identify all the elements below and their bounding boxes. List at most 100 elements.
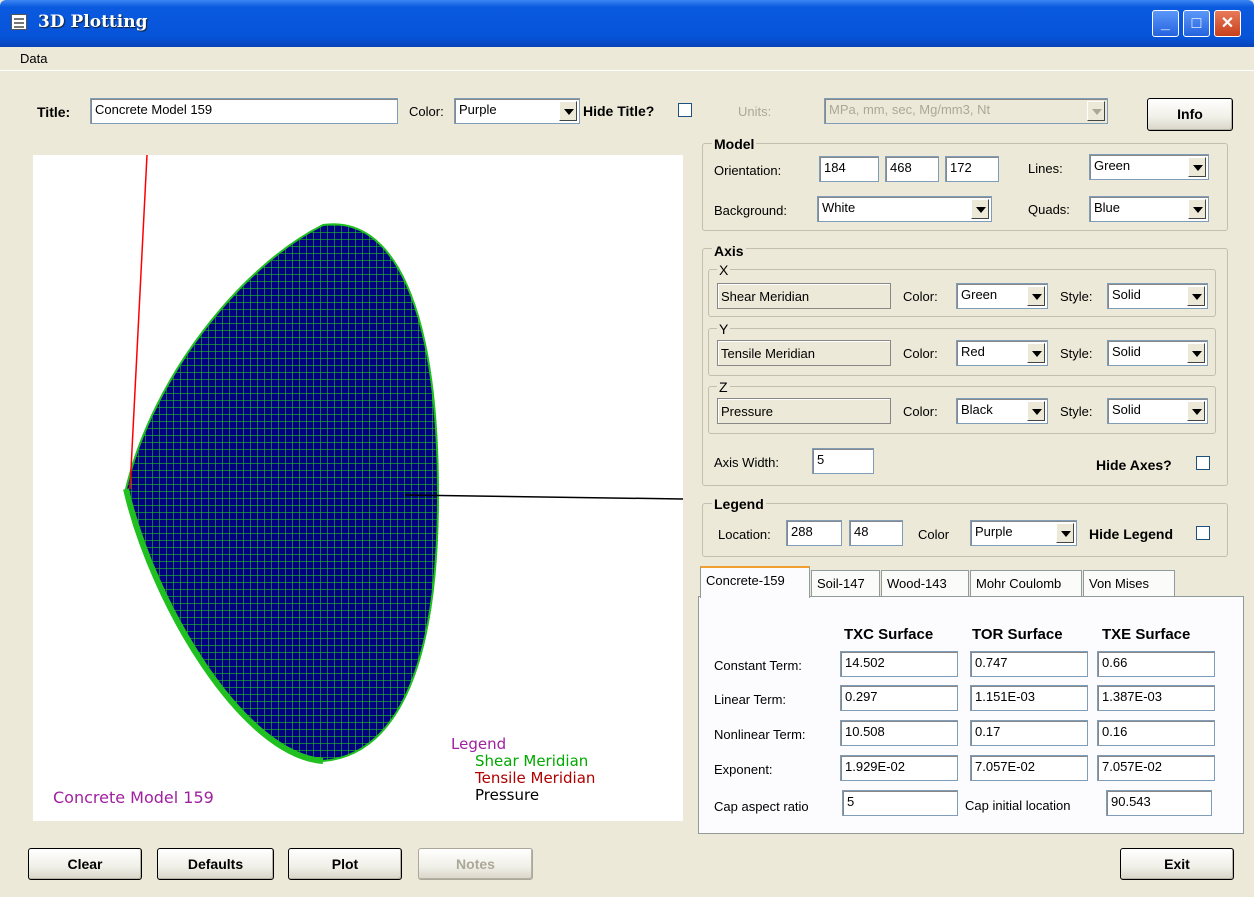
chevron-down-icon[interactable] [1187,401,1205,421]
hide-legend-checkbox[interactable] [1196,526,1210,540]
orientation-y-input[interactable]: 468 [885,156,939,182]
axis-x-name: Shear Meridian [717,283,891,309]
cap-aspect-label: Cap aspect ratio [714,799,809,814]
chevron-down-icon[interactable] [1027,343,1045,363]
chevron-down-icon[interactable] [1188,157,1206,177]
axis-width-input[interactable]: 5 [812,448,874,474]
app-icon[interactable] [11,14,27,30]
chevron-down-icon[interactable] [1027,401,1045,421]
axis-y-style-select[interactable]: Solid [1107,340,1208,366]
info-button[interactable]: Info [1147,98,1233,131]
axis-x-group [708,269,1216,317]
notes-button[interactable]: Notes [418,848,533,880]
linear-txc-input[interactable]: 0.297 [840,685,958,711]
linear-txe-input[interactable]: 1.387E-03 [1097,685,1215,711]
cap-aspect-input[interactable]: 5 [842,790,958,816]
row-label-nonlinear: Nonlinear Term: [714,727,806,742]
exponent-txc-input[interactable]: 1.929E-02 [840,755,958,781]
orientation-x-input[interactable]: 184 [819,156,879,182]
minimize-button[interactable]: _ [1152,10,1179,37]
chevron-down-icon[interactable] [1087,101,1105,121]
maximize-button[interactable]: □ [1183,10,1210,37]
chevron-down-icon[interactable] [1187,286,1205,306]
chevron-down-icon[interactable] [559,101,577,121]
hide-axes-checkbox[interactable] [1196,456,1210,470]
surface-left-edge [123,488,324,764]
close-button[interactable]: ✕ [1214,10,1241,37]
axis-x-style-select[interactable]: Solid [1107,283,1208,309]
exit-button[interactable]: Exit [1120,848,1234,880]
title-color-label: Color: [409,104,444,119]
axis-z-letter: Z [717,379,730,395]
header-txe-surface: TXE Surface [1102,626,1191,643]
background-value: White [822,200,856,215]
axis-x-color-select[interactable]: Green [956,283,1048,309]
hide-axes-label: Hide Axes? [1096,457,1172,473]
constant-tor-input[interactable]: 0.747 [970,651,1088,677]
row-label-linear: Linear Term: [714,692,787,707]
hide-title-checkbox[interactable] [678,103,692,117]
plot-title: Concrete Model 159 [53,788,214,807]
legend-color-value: Purple [975,524,1013,539]
chevron-down-icon[interactable] [1187,343,1205,363]
defaults-button[interactable]: Defaults [157,848,274,880]
axis-y-color-select[interactable]: Red [956,340,1048,366]
nonlinear-tor-input[interactable]: 0.17 [970,720,1088,746]
tab-von-mises[interactable]: Von Mises [1083,570,1175,598]
axis-y-name: Tensile Meridian [717,340,891,366]
plot-legend-header: Legend [451,735,507,753]
axis-y-style-value: Solid [1112,344,1141,359]
chevron-down-icon[interactable] [1056,523,1074,543]
cap-initial-input[interactable]: 90.543 [1106,790,1212,816]
axis-z-name: Pressure [717,398,891,424]
orientation-z-input[interactable]: 172 [945,156,999,182]
title-input[interactable]: Concrete Model 159 [90,98,398,124]
quads-select[interactable]: Blue [1089,196,1209,222]
exponent-tor-input[interactable]: 7.057E-02 [970,755,1088,781]
axis-z-style-select[interactable]: Solid [1107,398,1208,424]
chevron-down-icon[interactable] [1027,286,1045,306]
constant-txe-input[interactable]: 0.66 [1097,651,1215,677]
lines-value: Green [1094,158,1131,173]
legend-location-y-input[interactable]: 48 [849,520,903,546]
quads-label: Quads: [1028,202,1070,217]
lines-label: Lines: [1028,161,1063,176]
axis-z-color-value: Black [961,402,993,417]
tab-wood-143[interactable]: Wood-143 [881,570,969,598]
clear-button[interactable]: Clear [28,848,142,880]
axis-x-letter: X [717,262,731,278]
tab-mohr-coulomb[interactable]: Mohr Coulomb [970,570,1082,598]
plot-canvas[interactable]: Legend Shear Meridian Tensile Meridian P… [33,154,684,821]
legend-color-select[interactable]: Purple [970,520,1077,546]
tab-soil-147[interactable]: Soil-147 [811,570,880,598]
plot-legend-pressure: Pressure [475,786,540,804]
exponent-txe-input[interactable]: 7.057E-02 [1097,755,1215,781]
title-color-select[interactable]: Purple [454,98,580,124]
chevron-down-icon[interactable] [1188,199,1206,219]
tab-concrete-159[interactable]: Concrete-159 [700,566,810,598]
title-label: Title: [37,104,71,120]
model-group-title: Model [712,136,757,152]
orientation-label: Orientation: [714,163,782,178]
background-select[interactable]: White [817,196,992,222]
chevron-down-icon[interactable] [971,199,989,219]
maximize-icon: □ [1191,15,1202,32]
axis-z-color-select[interactable]: Black [956,398,1048,424]
menu-data[interactable]: Data [20,51,48,66]
plot-button[interactable]: Plot [288,848,402,880]
units-label: Units: [738,104,772,119]
legend-location-x-input[interactable]: 288 [786,520,842,546]
linear-tor-input[interactable]: 1.151E-03 [970,685,1088,711]
lines-select[interactable]: Green [1089,154,1209,180]
nonlinear-txc-input[interactable]: 10.508 [840,720,958,746]
units-select[interactable]: MPa, mm, sec, Mg/mm3, Nt [824,98,1108,124]
constant-txc-input[interactable]: 14.502 [840,651,958,677]
pressure-axis [404,494,684,500]
plot-svg [123,154,684,764]
nonlinear-txe-input[interactable]: 0.16 [1097,720,1215,746]
plot-legend-shear: Shear Meridian [475,752,589,770]
legend-color-label: Color [918,527,950,542]
header-txc-surface: TXC Surface [844,626,934,643]
axis-group-title: Axis [712,243,746,259]
header-tor-surface: TOR Surface [972,626,1063,643]
